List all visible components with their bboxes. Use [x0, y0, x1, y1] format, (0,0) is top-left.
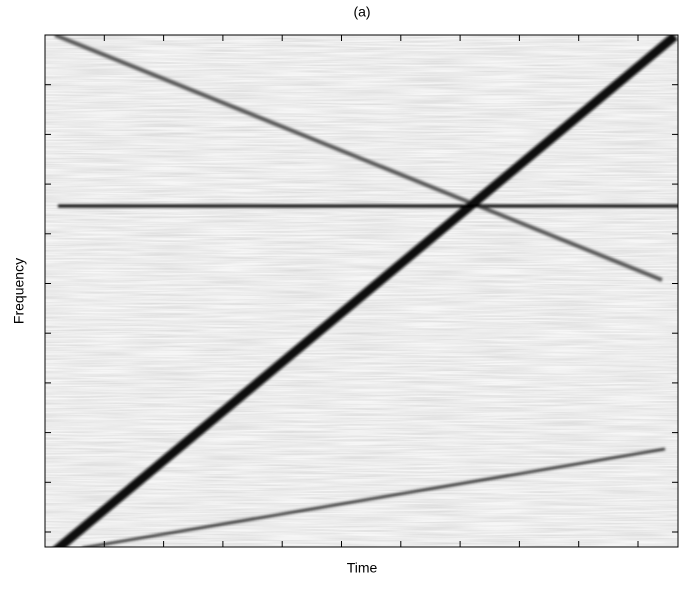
chart-title: (a)	[353, 4, 370, 20]
components	[52, 35, 678, 547]
ticks	[45, 35, 678, 547]
x-axis-label: Time	[347, 560, 378, 576]
slow-chirp	[81, 447, 666, 547]
y-axis-label: Frequency	[11, 258, 27, 324]
rising-chirp	[52, 35, 678, 547]
plot-frame	[44, 34, 679, 548]
plot-area	[45, 35, 678, 547]
descending-chirp	[54, 35, 663, 282]
